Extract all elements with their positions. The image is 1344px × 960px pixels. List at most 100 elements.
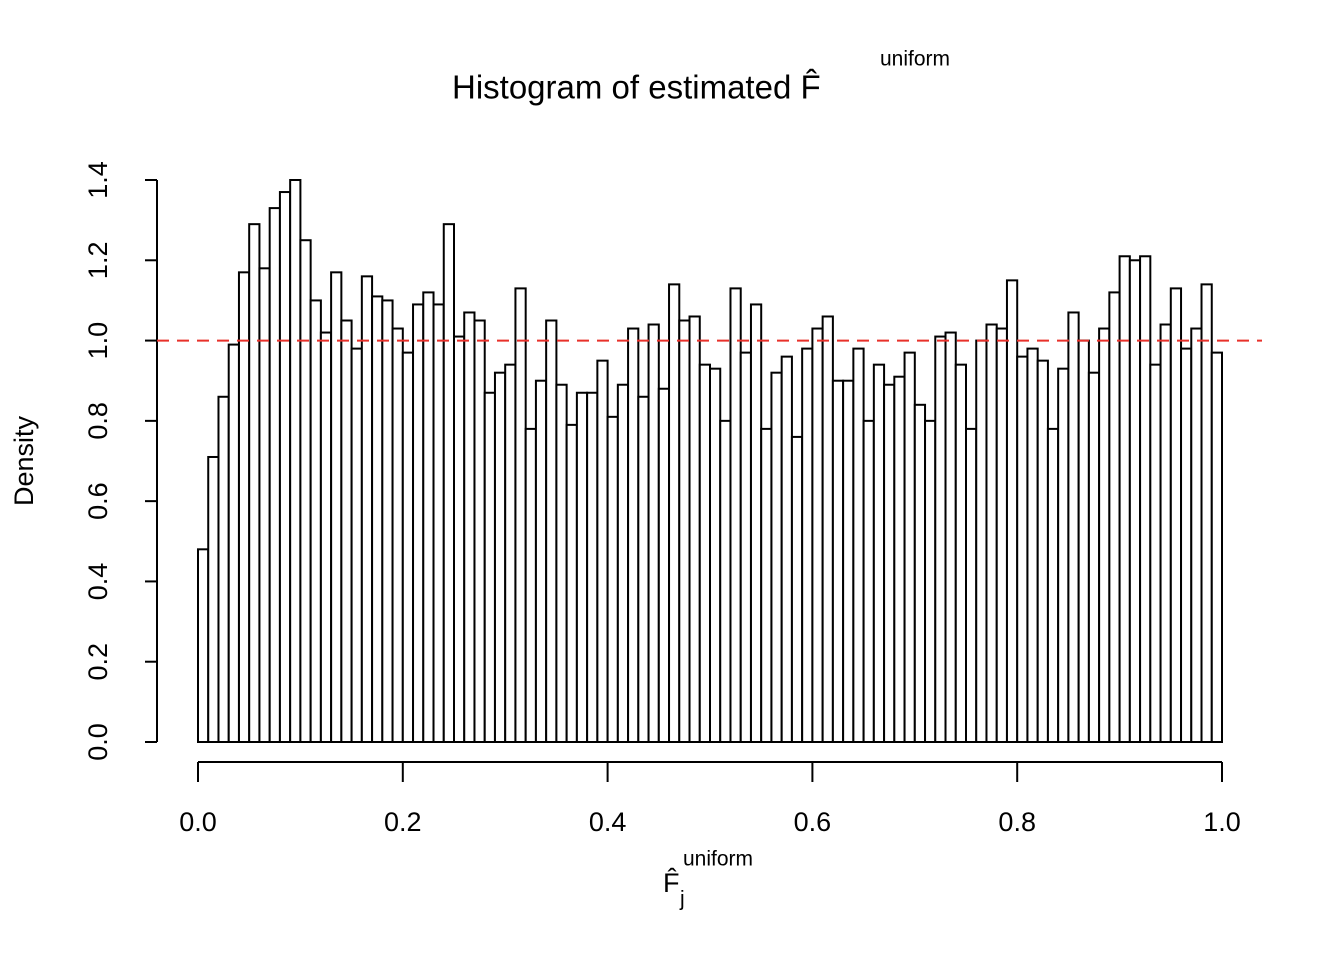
bar [739, 351, 752, 743]
bar [401, 351, 415, 743]
bar [1200, 283, 1213, 743]
bar [883, 383, 896, 743]
bar [1057, 367, 1070, 743]
x-axis-subscript: j [679, 888, 685, 911]
bar [1159, 323, 1172, 743]
bar [493, 371, 507, 743]
bar [555, 383, 568, 743]
bar [852, 347, 865, 743]
bar [975, 339, 988, 743]
bar [668, 283, 681, 743]
bar [473, 319, 486, 743]
y-tick-label: 0.4 [83, 563, 113, 601]
bar [463, 311, 476, 743]
bar [1036, 359, 1049, 743]
bar [1149, 363, 1162, 743]
bar [627, 327, 640, 743]
bar [1026, 347, 1039, 743]
bar [1016, 355, 1029, 743]
bar [299, 239, 312, 743]
bar [872, 363, 886, 743]
chart-title: Histogram of estimated F̂ [452, 68, 821, 105]
y-tick-label: 1.4 [83, 161, 113, 199]
bar [248, 223, 261, 743]
bar [995, 327, 1008, 743]
bar [1098, 327, 1111, 743]
bar [719, 419, 732, 743]
bar [1005, 279, 1019, 743]
title-superscript: uniform [880, 48, 950, 71]
bar [596, 359, 609, 743]
bar [575, 391, 589, 743]
bar [647, 323, 660, 743]
bar [237, 271, 251, 743]
bar [391, 327, 404, 743]
bar [197, 548, 210, 743]
x-tick-label: 1.0 [1203, 807, 1241, 837]
bar [924, 419, 937, 743]
bar [514, 287, 527, 743]
bar [709, 367, 722, 743]
bar [1067, 311, 1080, 743]
bar [309, 299, 322, 743]
bar [207, 455, 220, 743]
bar [1087, 371, 1101, 743]
bar [504, 363, 517, 743]
bar [606, 415, 619, 743]
bar [1118, 255, 1131, 743]
x-tick-label: 0.6 [794, 807, 832, 837]
y-tick-label: 1.2 [83, 242, 113, 280]
bar [319, 331, 333, 743]
bar [1128, 259, 1142, 743]
bar [289, 179, 302, 743]
bar [637, 395, 650, 743]
bar [586, 391, 599, 743]
bar [565, 423, 578, 743]
bar [432, 303, 445, 743]
bar [545, 319, 558, 743]
bar [534, 379, 548, 743]
bar [453, 335, 466, 743]
bar [381, 299, 394, 743]
bar [1169, 287, 1183, 743]
bar [1046, 427, 1060, 743]
bar [1139, 255, 1152, 743]
bar [698, 363, 712, 743]
bar [616, 383, 630, 743]
bar [842, 379, 855, 743]
bar [954, 363, 968, 743]
bar [442, 223, 456, 743]
bar [268, 207, 281, 744]
bar [340, 319, 353, 743]
bar [790, 435, 804, 743]
bar [760, 427, 773, 743]
x-tick-label: 0.4 [589, 807, 627, 837]
bar [360, 275, 374, 743]
bar [944, 331, 957, 743]
bar [1108, 291, 1121, 743]
y-axis-label: Density [9, 415, 39, 506]
bar [1190, 327, 1203, 743]
x-tick-label: 0.8 [998, 807, 1036, 837]
x-axis-label: F̂ [663, 868, 680, 898]
x-tick-label: 0.2 [384, 807, 422, 837]
bar [524, 427, 537, 743]
y-tick-label: 1.0 [83, 322, 113, 360]
bar [350, 347, 363, 743]
bar [831, 379, 845, 743]
bar [934, 335, 947, 743]
bar [985, 323, 998, 743]
y-tick-label: 0.0 [83, 723, 113, 761]
bar [371, 295, 384, 743]
bar [330, 271, 343, 743]
bar [903, 351, 916, 743]
bar [1077, 339, 1090, 743]
bar [1210, 351, 1224, 743]
bar [657, 387, 671, 743]
bar [811, 327, 824, 743]
x-tick-label: 0.0 [179, 807, 217, 837]
bar [217, 395, 230, 743]
bar [412, 303, 425, 743]
bar [1180, 347, 1193, 743]
